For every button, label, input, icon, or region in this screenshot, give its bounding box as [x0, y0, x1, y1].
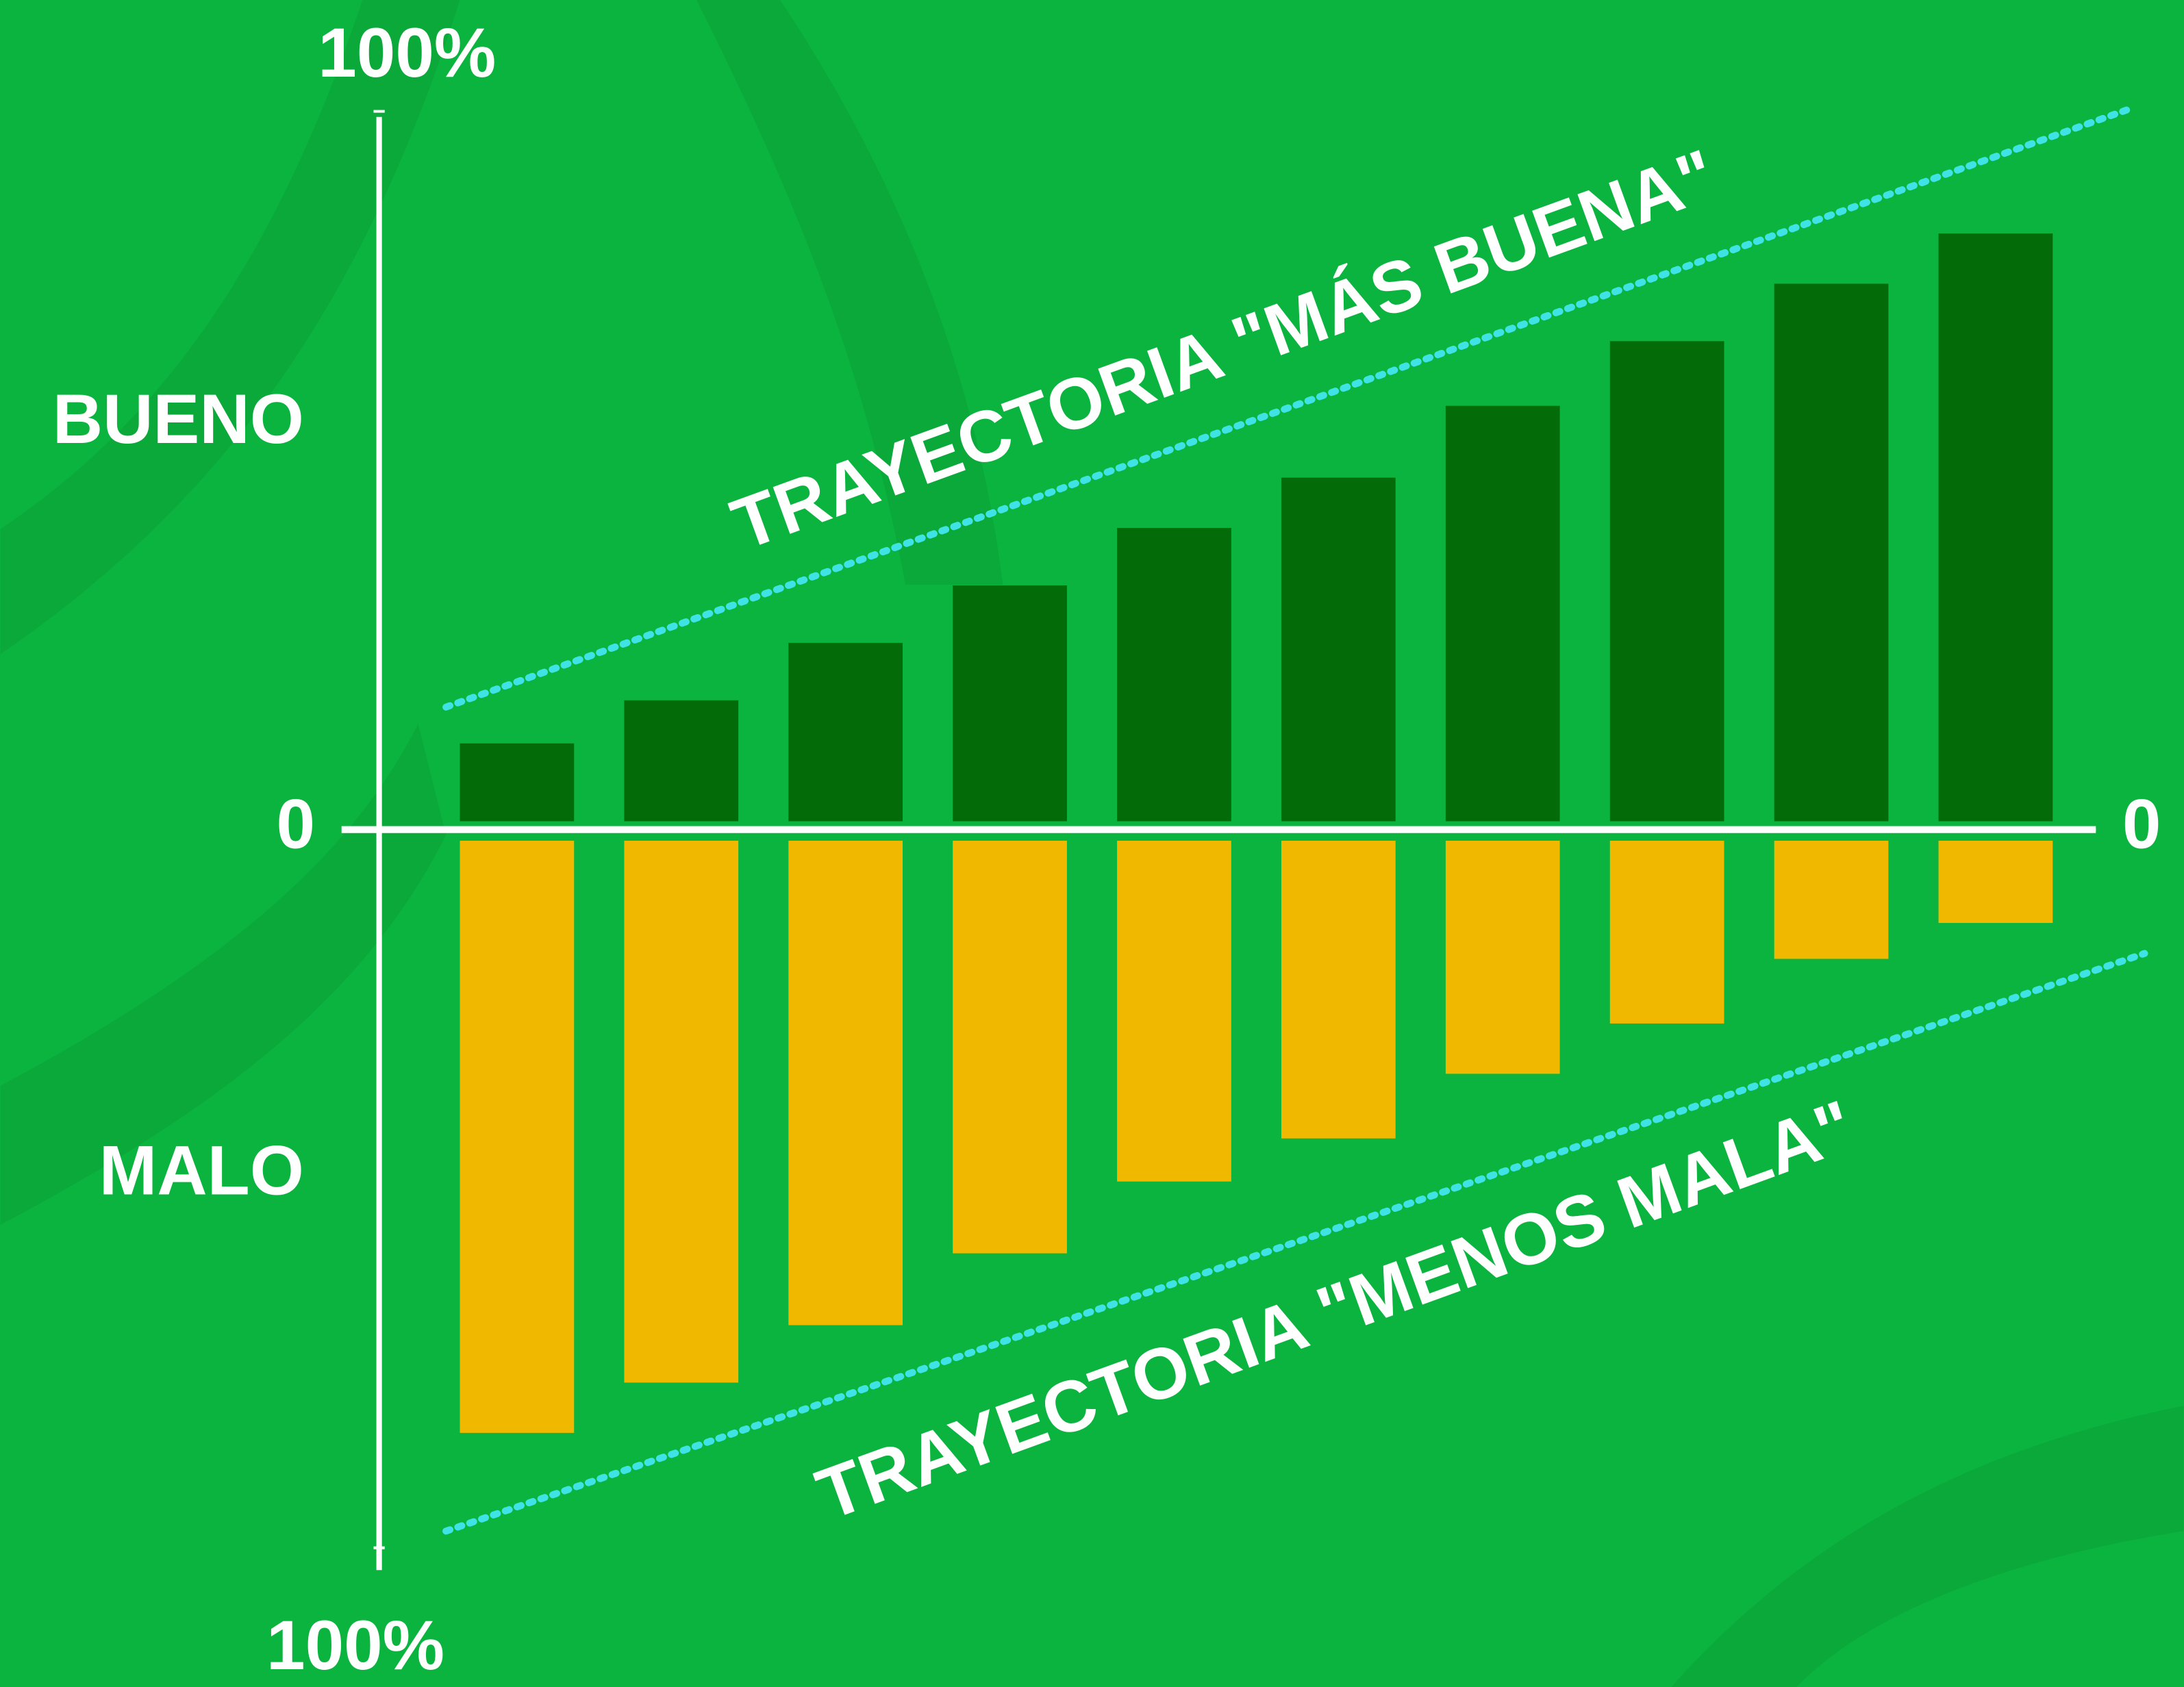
bar: [953, 840, 1067, 1254]
bar: [1609, 341, 1724, 822]
trend-line: [442, 105, 2135, 711]
bar: [1281, 840, 1396, 1139]
series-label: BUENO: [53, 380, 304, 458]
bar: [460, 743, 575, 822]
bar: [460, 840, 575, 1433]
bar: [788, 840, 903, 1326]
bar: [1774, 840, 1889, 959]
y-tick-label: 100%: [266, 1606, 444, 1684]
bar: [1774, 283, 1889, 822]
bar: [624, 840, 739, 1383]
bar: [624, 700, 739, 822]
bar: [1281, 477, 1396, 822]
bar: [1117, 840, 1231, 1182]
bar: [1609, 840, 1724, 1024]
bar: [1938, 233, 2053, 822]
trend-line: [442, 950, 2148, 1535]
bar: [1445, 840, 1560, 1074]
bar: [788, 642, 903, 822]
y2-tick-label: 0: [2122, 785, 2161, 863]
y-tick-label: 0: [277, 785, 316, 863]
bar: [953, 585, 1067, 822]
y-tick-label: 100%: [318, 14, 496, 92]
series-label: MALO: [99, 1132, 304, 1210]
bar: [1117, 528, 1231, 822]
bar: [1938, 840, 2053, 924]
bar: [1445, 405, 1560, 822]
